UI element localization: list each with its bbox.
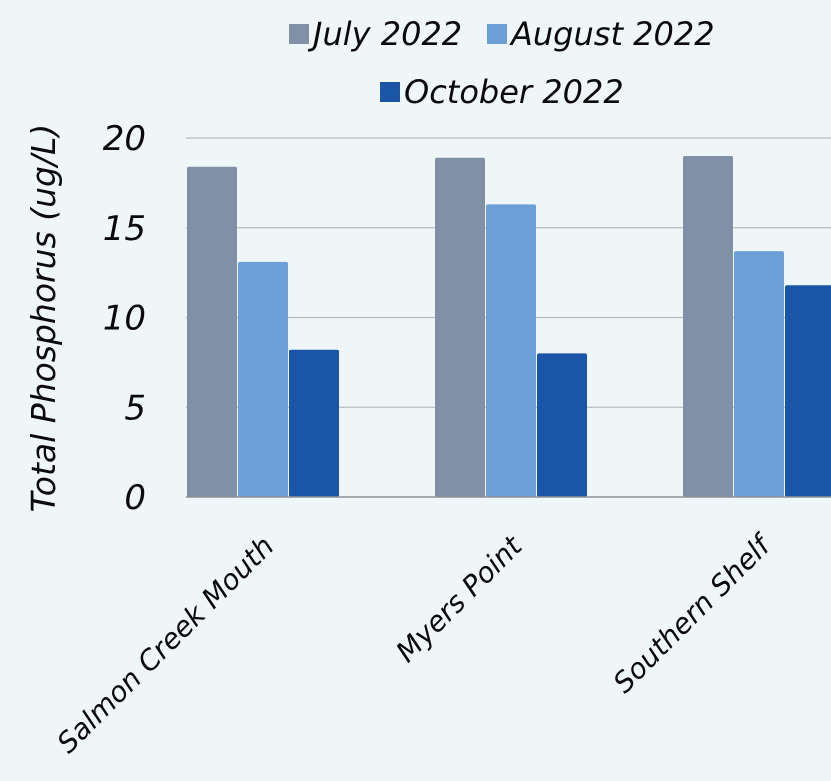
bar xyxy=(734,251,784,497)
y-tick-label: 15 xyxy=(103,209,146,249)
y-tick-label: 20 xyxy=(103,119,146,159)
x-category-label: Salmon Creek Mouth xyxy=(51,530,281,760)
bar xyxy=(486,204,536,498)
x-category-label: Myers Point xyxy=(390,529,530,669)
y-axis-title: Total Phosphorus (ug/L) xyxy=(24,124,63,513)
legend-label: August 2022 xyxy=(509,15,715,53)
y-tick-label: 5 xyxy=(124,388,146,428)
bar xyxy=(187,166,237,497)
x-category-label: Southern Shelf xyxy=(607,527,780,700)
legend: July 2022 August 2022 October 2022 xyxy=(289,15,715,111)
y-tick-label: 10 xyxy=(103,299,146,339)
legend-swatch xyxy=(289,24,309,44)
bar xyxy=(785,285,831,497)
legend-label: October 2022 xyxy=(404,73,624,111)
bar xyxy=(537,353,587,497)
legend-swatch xyxy=(380,82,400,102)
bar xyxy=(238,261,288,497)
bar xyxy=(683,155,733,497)
bars xyxy=(187,155,831,498)
y-tick-label: 0 xyxy=(124,478,146,518)
bar xyxy=(435,157,485,497)
legend-swatch xyxy=(487,24,507,44)
legend-label: July 2022 xyxy=(307,15,462,53)
bar xyxy=(289,349,339,497)
